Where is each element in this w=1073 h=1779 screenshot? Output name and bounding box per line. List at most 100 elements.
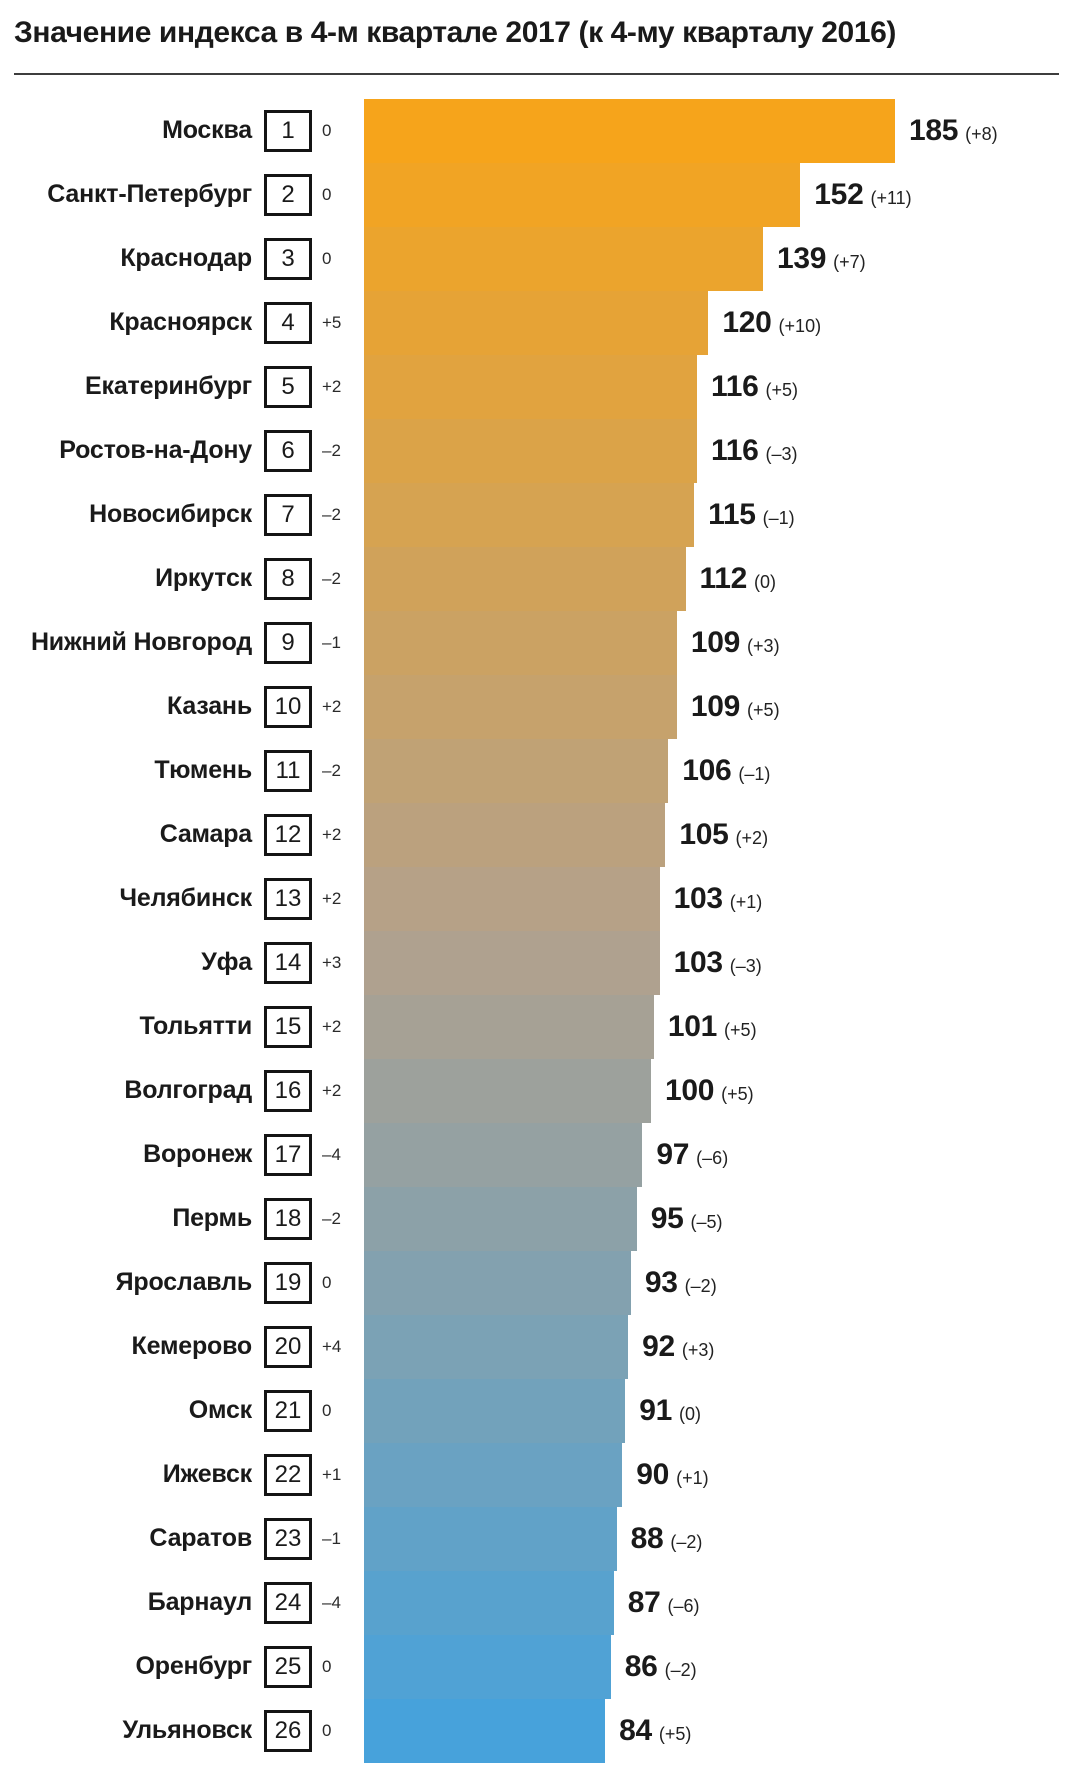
rank-box: 19: [264, 1261, 312, 1304]
value-bar: [364, 1250, 631, 1315]
value-change: (+5): [721, 1083, 754, 1104]
value-bar: [364, 226, 763, 291]
value-number: 97: [656, 1137, 690, 1171]
rank-box: 7: [264, 493, 312, 536]
bar-area: 91 (0): [364, 1378, 1073, 1443]
value-change: (–6): [696, 1147, 729, 1168]
rank-change-label: –1: [322, 632, 341, 652]
value-label: 90 (+1): [636, 1458, 708, 1492]
city-label: Санкт-Петербург: [47, 180, 252, 208]
rank-box: 18: [264, 1197, 312, 1240]
value-label: 92 (+3): [642, 1330, 714, 1364]
value-label: 116 (+5): [711, 370, 798, 404]
value-change: (+8): [965, 123, 998, 144]
value-bar: [364, 418, 697, 483]
value-label: 112 (0): [700, 562, 777, 596]
value-label: 139 (+7): [777, 242, 866, 276]
bar-area: 92 (+3): [364, 1314, 1073, 1379]
value-bar: [364, 1314, 629, 1379]
city-label: Новосибирск: [89, 500, 252, 528]
city-label: Иркутск: [155, 564, 252, 592]
chart-row: Ростов-на-Дону 6 –2 116 (–3): [0, 418, 1073, 483]
chart-row: Саратов 23 –1 88 (–2): [0, 1506, 1073, 1571]
rank-change-label: 0: [322, 1400, 332, 1420]
value-change: (0): [754, 571, 776, 592]
rank-change-label: –4: [322, 1592, 341, 1612]
value-number: 93: [644, 1265, 678, 1299]
city-label: Ростов-на-Дону: [59, 436, 252, 464]
chart-rows: Москва 1 0 185 (+8) Санкт-Петербург 2 0 152 (+11)…: [0, 98, 1073, 1763]
value-number: 120: [722, 305, 772, 339]
value-bar: [364, 1506, 617, 1571]
value-number: 139: [777, 241, 827, 275]
value-label: 97 (–6): [656, 1138, 728, 1172]
value-label: 105 (+2): [679, 818, 768, 852]
rank-box: 25: [264, 1645, 312, 1688]
value-change: (+7): [833, 251, 866, 272]
chart-header: Значение индекса в 4-м квартале 2017 (к …: [0, 0, 1073, 75]
value-bar: [364, 1058, 651, 1123]
value-label: 152 (+11): [814, 178, 911, 212]
city-label: Самара: [159, 820, 253, 848]
city-label: Оренбург: [135, 1652, 253, 1680]
value-label: 120 (+10): [722, 306, 821, 340]
value-bar: [364, 802, 666, 867]
city-label: Омск: [188, 1396, 252, 1424]
value-number: 109: [690, 689, 741, 723]
value-number: 112: [699, 561, 748, 595]
value-change: (+5): [765, 379, 799, 400]
rank-change-label: –2: [322, 440, 341, 460]
value-change: (–6): [667, 1595, 700, 1616]
rank-box: 14: [264, 941, 312, 984]
rank-change-label: +2: [322, 824, 342, 844]
value-bar: [364, 290, 709, 355]
value-bar: [364, 482, 695, 547]
value-change: (+11): [870, 187, 912, 208]
value-number: 90: [636, 1457, 670, 1491]
rank-box: 11: [264, 749, 312, 792]
bar-area: 100 (+5): [364, 1058, 1073, 1123]
rank-box: 22: [264, 1453, 312, 1496]
chart-row: Казань 10 +2 109 (+5): [0, 674, 1073, 739]
chart-row: Оренбург 25 0 86 (–2): [0, 1634, 1073, 1699]
value-change: (+5): [724, 1019, 757, 1040]
city-label: Тюмень: [154, 756, 252, 784]
rank-change-label: –2: [322, 760, 341, 780]
rank-change-label: –2: [322, 568, 341, 588]
chart-row: Самара 12 +2 105 (+2): [0, 802, 1073, 867]
city-label: Кемерово: [131, 1332, 253, 1360]
chart-row: Ярославль 19 0 93 (–2): [0, 1250, 1073, 1315]
value-label: 185 (+8): [909, 114, 998, 148]
chart-row: Тольятти 15 +2 101 (+5): [0, 994, 1073, 1059]
bar-area: 88 (–2): [364, 1506, 1073, 1571]
chart-row: Воронеж 17 –4 97 (–6): [0, 1122, 1073, 1187]
value-number: 92: [642, 1329, 675, 1363]
value-change: (+5): [658, 1723, 692, 1744]
city-label: Тольятти: [139, 1012, 253, 1040]
city-label: Ижевск: [162, 1460, 252, 1488]
value-number: 88: [630, 1521, 664, 1555]
bar-area: 103 (+1): [364, 866, 1073, 931]
value-bar: [364, 930, 660, 995]
value-bar: [364, 1698, 606, 1763]
chart-row: Барнаул 24 –4 87 (–6): [0, 1570, 1073, 1635]
value-bar: [364, 610, 677, 675]
value-bar: [364, 1570, 614, 1635]
rank-box: 12: [264, 813, 312, 856]
value-label: 88 (–2): [631, 1522, 703, 1556]
value-bar: [364, 674, 677, 739]
chart-row: Челябинск 13 +2 103 (+1): [0, 866, 1073, 931]
bar-area: 109 (+5): [364, 674, 1073, 739]
value-number: 185: [909, 113, 959, 147]
rank-change-label: +2: [322, 1080, 342, 1100]
chart-row: Кемерово 20 +4 92 (+3): [0, 1314, 1073, 1379]
value-label: 101 (+5): [668, 1010, 757, 1044]
rank-change-label: +2: [322, 1016, 342, 1036]
city-label: Воронеж: [143, 1140, 252, 1168]
chart-row: Волгоград 16 +2 100 (+5): [0, 1058, 1073, 1123]
value-change: (–1): [762, 507, 795, 528]
rank-change-label: –2: [322, 1208, 341, 1228]
city-label: Ульяновск: [122, 1716, 252, 1744]
value-number: 152: [814, 177, 864, 211]
value-bar: [364, 738, 669, 803]
